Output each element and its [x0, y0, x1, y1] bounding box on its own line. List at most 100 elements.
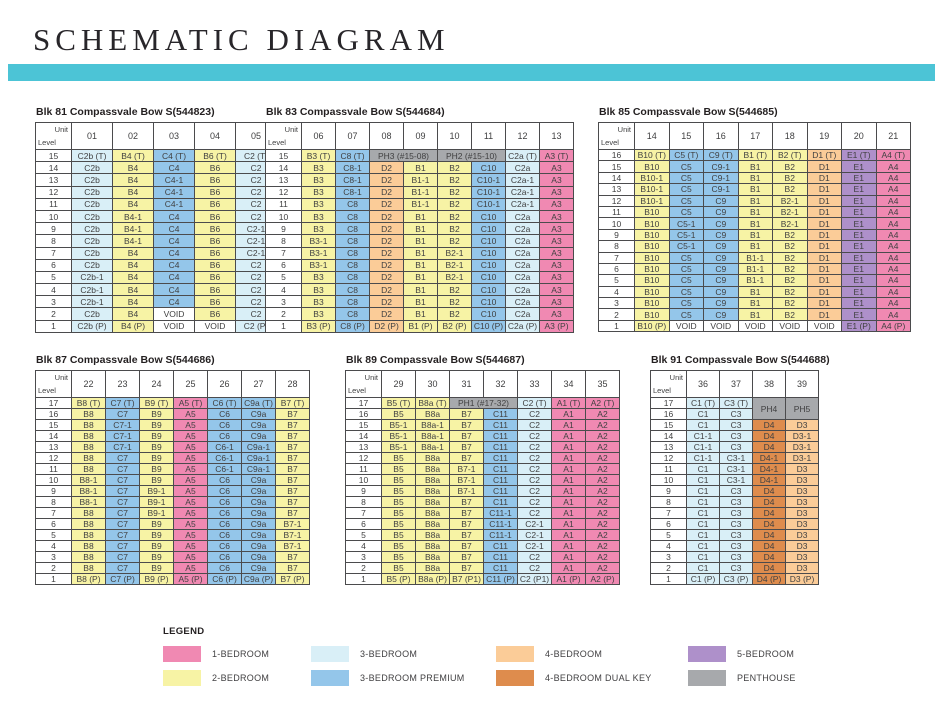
level-cell: 15 — [35, 419, 72, 431]
unit-cell: B5 — [381, 551, 416, 563]
level-row: 1 B5 (P) B8a (P) B7 (P1) C11 (P) C2 (P1) A1 (P… — [345, 573, 620, 585]
level-row: 6 C2b B4 C4 B6 C2 — [35, 258, 277, 272]
unit-cell: C5-1 — [668, 217, 704, 230]
unit-cell: A1 — [551, 485, 586, 497]
unit-cell: C3 (T) — [719, 397, 753, 409]
unit-cell: B4 — [112, 270, 154, 285]
unit-cell: C2 — [517, 551, 552, 563]
unit-cell: C9 — [703, 285, 739, 299]
unit-cell: C11-1 — [483, 518, 518, 530]
unit-cell: B2 — [437, 161, 472, 175]
unit-cell: B1 (P) — [403, 319, 438, 333]
unit-cell: C9 — [703, 274, 739, 287]
legend-label: 4-BEDROOM — [545, 648, 603, 659]
unit-cell: B5 — [381, 496, 416, 508]
unit-cell: C2-1 — [517, 518, 552, 530]
unit-cell: B9 — [139, 408, 174, 420]
unit-cell: C4-1 — [153, 197, 195, 211]
unit-cell: C4 — [153, 270, 195, 285]
unit-cell: C6 — [207, 408, 242, 420]
level-row: 15 C2b (T) B4 (T) C4 (T) B6 (T) C2 (T) — [35, 148, 277, 163]
unit-cell: C4 — [153, 234, 195, 248]
unit-cell: D3 — [785, 518, 819, 530]
unit-cell: B8a — [415, 485, 450, 497]
level-cell: 16 — [345, 408, 382, 420]
unit-cell: D3 — [785, 551, 819, 563]
level-row: 8 B3-1 C8 D2 B1 B2 C10 C2a A3 — [265, 234, 574, 248]
level-cell: 2 — [650, 562, 687, 574]
unit-cell: D2 (P) — [369, 319, 404, 333]
unit-cell: A3 — [539, 197, 574, 211]
level-cell: 3 — [35, 295, 72, 309]
level-row: 10 C1 C3-1 D4-1 D3 — [650, 474, 819, 486]
level-cell: 11 — [265, 197, 302, 211]
stack-header-cell: 27 — [241, 370, 276, 398]
unit-cell: A3 — [539, 246, 574, 260]
unit-cell: B1 — [737, 297, 773, 310]
corner-level-label: Level — [348, 386, 366, 395]
unit-cell: B9 — [139, 419, 174, 431]
level-row: 9 B10 C5-1 C9 B1 B2 D1 E1 A4 — [598, 228, 911, 242]
level-row: 2 B5 B8a B7 C11 C2 A1 A2 — [345, 562, 620, 574]
unit-cell: C8 — [335, 197, 370, 211]
unit-cell: B9 — [139, 562, 174, 574]
level-cell: 13 — [345, 441, 382, 453]
unit-cell: C7 (T) — [105, 397, 140, 409]
unit-cell: C2b-1 — [71, 270, 113, 285]
level-cell: 11 — [35, 463, 72, 475]
unit-cell: D4-1 — [752, 452, 786, 464]
unit-cell: C11-1 — [483, 507, 518, 519]
level-cell: 1 — [35, 319, 72, 333]
unit-cell: C11 — [483, 551, 518, 563]
unit-cell: A2 — [585, 518, 620, 530]
unit-cell: C8 — [335, 246, 370, 260]
legend-swatch-3brp — [311, 669, 349, 686]
unit-cell: C8 — [335, 258, 370, 272]
unit-cell: D4 — [752, 562, 786, 574]
unit-cell: B3 — [301, 197, 336, 211]
unit-cell: C2a — [505, 258, 540, 272]
level-cell: 14 — [35, 161, 72, 175]
unit-cell: A4 (T) — [875, 148, 911, 162]
unit-cell: C2a-1 — [505, 197, 540, 211]
block-table-slot: Unit Level 06 07 08 09 10 11 12 13 15 B3 (T) C8 (T) P… — [265, 122, 574, 333]
unit-cell: C1 — [686, 496, 720, 508]
unit-cell: B10 — [634, 240, 670, 253]
corner-level-label: Level — [38, 386, 56, 395]
unit-level-corner-cell: Unit Level — [345, 370, 382, 398]
unit-cell: A3 — [539, 173, 574, 187]
unit-cell: B2 — [437, 197, 472, 211]
unit-cell: VOID — [153, 307, 195, 321]
unit-cell: B8a — [415, 452, 450, 464]
unit-cell: A5 — [173, 474, 208, 486]
unit-cell: B7 (P) — [275, 573, 310, 585]
unit-cell: C5 — [668, 205, 704, 219]
unit-cell: C9a — [241, 430, 276, 442]
unit-cell: C2 — [517, 463, 552, 475]
legend-grid: 1-BEDROOM 2-BEDROOM 3-BEDROOM 3-BEDROOM PRE… — [163, 645, 883, 701]
unit-cell: A3 — [539, 209, 574, 224]
unit-cell: VOID — [703, 319, 739, 333]
stack-header-cell: 33 — [517, 370, 552, 398]
unit-cell: C3-1 — [719, 474, 753, 486]
level-row: 16 B10 (T) C5 (T) C9 (T) B1 (T) B2 (T) D1 (T) E… — [598, 148, 911, 162]
unit-cell: C6 (T) — [207, 397, 242, 409]
stack-header-cell: 22 — [71, 370, 106, 398]
unit-cell: C8 — [335, 222, 370, 236]
stack-header-cell: 09 — [403, 122, 438, 150]
unit-cell: B8 (T) — [71, 397, 106, 409]
unit-cell: B7 — [449, 441, 484, 453]
unit-cell: B2 — [437, 307, 472, 321]
unit-cell: A4 — [875, 205, 911, 219]
unit-cell: B4 — [112, 173, 154, 187]
level-cell: 5 — [35, 270, 72, 285]
unit-cell: D3 — [785, 507, 819, 519]
unit-cell: B7 — [449, 430, 484, 442]
unit-cell: B6 — [194, 270, 236, 285]
unit-cell: C9 — [703, 308, 739, 321]
level-row: 8 B8-1 C7 B9-1 A5 C6 C9a B7 — [35, 496, 310, 508]
unit-cell: C8 (P) — [335, 319, 370, 333]
legend-swatch-4br — [496, 645, 534, 662]
unit-cell: B10 — [634, 274, 670, 287]
unit-cell: B8 — [71, 562, 106, 574]
